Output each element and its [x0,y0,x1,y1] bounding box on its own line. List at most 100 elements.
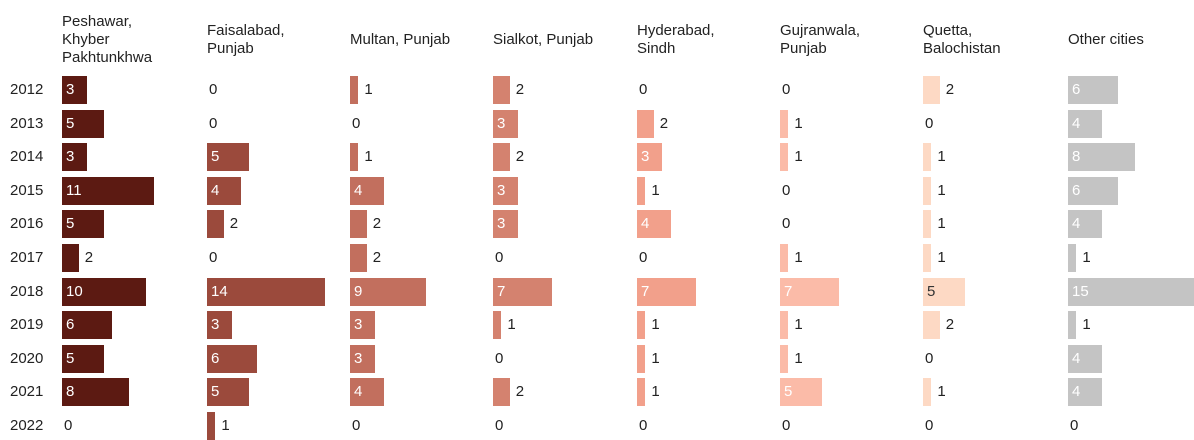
value-label: 1 [937,249,946,266]
value-label: 5 [66,215,75,233]
value-label: 1 [364,148,373,166]
bar [493,109,519,138]
bar [1068,76,1119,104]
bar [62,109,104,138]
bar [637,176,646,205]
value-label: 0 [209,81,218,98]
year-label: 2015 [10,181,44,199]
value-label: 8 [66,383,75,401]
value-label: 3 [66,148,75,166]
value-label: 4 [354,181,363,199]
value-label: 4 [354,383,363,401]
value-label: 2 [515,81,525,98]
bar [350,378,384,407]
value-label: 3 [641,148,650,166]
value-label: 5 [784,383,793,401]
value-label: 1 [794,114,803,132]
year-label: 2019 [10,316,44,334]
series-name: Quetta, Balochistan [923,22,1001,57]
bar [780,378,822,407]
value-label: 6 [1072,181,1081,199]
bar [780,344,789,373]
bar [1068,277,1194,306]
value-label: 0 [782,215,791,233]
bar [637,378,646,407]
bar [207,143,249,172]
value-label: 2 [84,249,94,266]
bar [1068,344,1102,373]
year-label: 2017 [10,249,44,266]
series-name: Faisalabad, Punjab [207,22,285,57]
value-label: 1 [1082,316,1091,334]
value-label: 2 [229,215,239,233]
value-label: 2 [372,215,382,233]
value-label: 1 [507,316,516,334]
value-label: 5 [66,349,75,367]
bar [637,143,663,172]
value-label: 15 [1072,282,1089,300]
bar [923,76,940,104]
value-label: 0 [925,417,934,434]
bar [493,76,510,104]
value-label: 0 [352,114,361,132]
year-label: 2020 [10,349,44,367]
value-label: 1 [221,417,230,434]
value-label: 14 [211,282,228,300]
value-label: 3 [497,181,506,199]
value-label: 9 [354,282,363,300]
bar [493,311,502,340]
bar [923,143,932,172]
value-label: 0 [209,114,218,132]
value-label: 1 [937,148,946,166]
bar [207,378,249,407]
value-label: 0 [639,417,648,434]
year-label: 2022 [10,417,44,434]
value-label: 2 [945,81,955,98]
value-label: 6 [211,349,220,367]
bar [1068,311,1077,340]
value-label: 8 [1072,148,1081,166]
value-label: 3 [497,114,506,132]
bar [207,311,233,340]
value-label: 1 [794,349,803,367]
value-label: 4 [641,215,650,233]
series-name: Hyderabad, Sindh [637,22,715,57]
value-label: 7 [641,282,650,300]
bar [637,109,654,138]
bar [923,311,940,340]
bar [637,277,696,306]
value-label: 5 [211,148,220,166]
value-label: 0 [782,417,791,434]
value-label: 0 [782,181,791,199]
bar [62,344,104,373]
bar [1068,176,1119,205]
value-label: 1 [651,383,660,401]
value-label: 1 [794,249,803,266]
value-label: 2 [372,249,382,266]
value-label: 1 [1082,249,1091,266]
value-label: 1 [364,81,373,98]
value-label: 2 [945,316,955,334]
value-label: 4 [1072,114,1081,132]
bar [1068,244,1077,272]
bar [780,311,789,340]
bar [780,244,789,272]
bar [637,344,646,373]
bar [62,378,130,407]
value-label: 0 [925,114,934,132]
value-label: 6 [66,316,75,334]
value-label: 7 [784,282,793,300]
value-label: 0 [639,249,648,266]
bar [62,176,155,205]
value-label: 2 [659,114,669,132]
value-label: 3 [211,316,220,334]
value-label: 2 [515,148,525,166]
bar [493,176,519,205]
year-label: 2014 [10,148,44,166]
bar [62,210,104,239]
value-label: 0 [352,417,361,434]
value-label: 0 [1070,417,1079,434]
bar [350,277,426,306]
value-label: 0 [495,417,504,434]
value-label: 1 [937,181,946,199]
